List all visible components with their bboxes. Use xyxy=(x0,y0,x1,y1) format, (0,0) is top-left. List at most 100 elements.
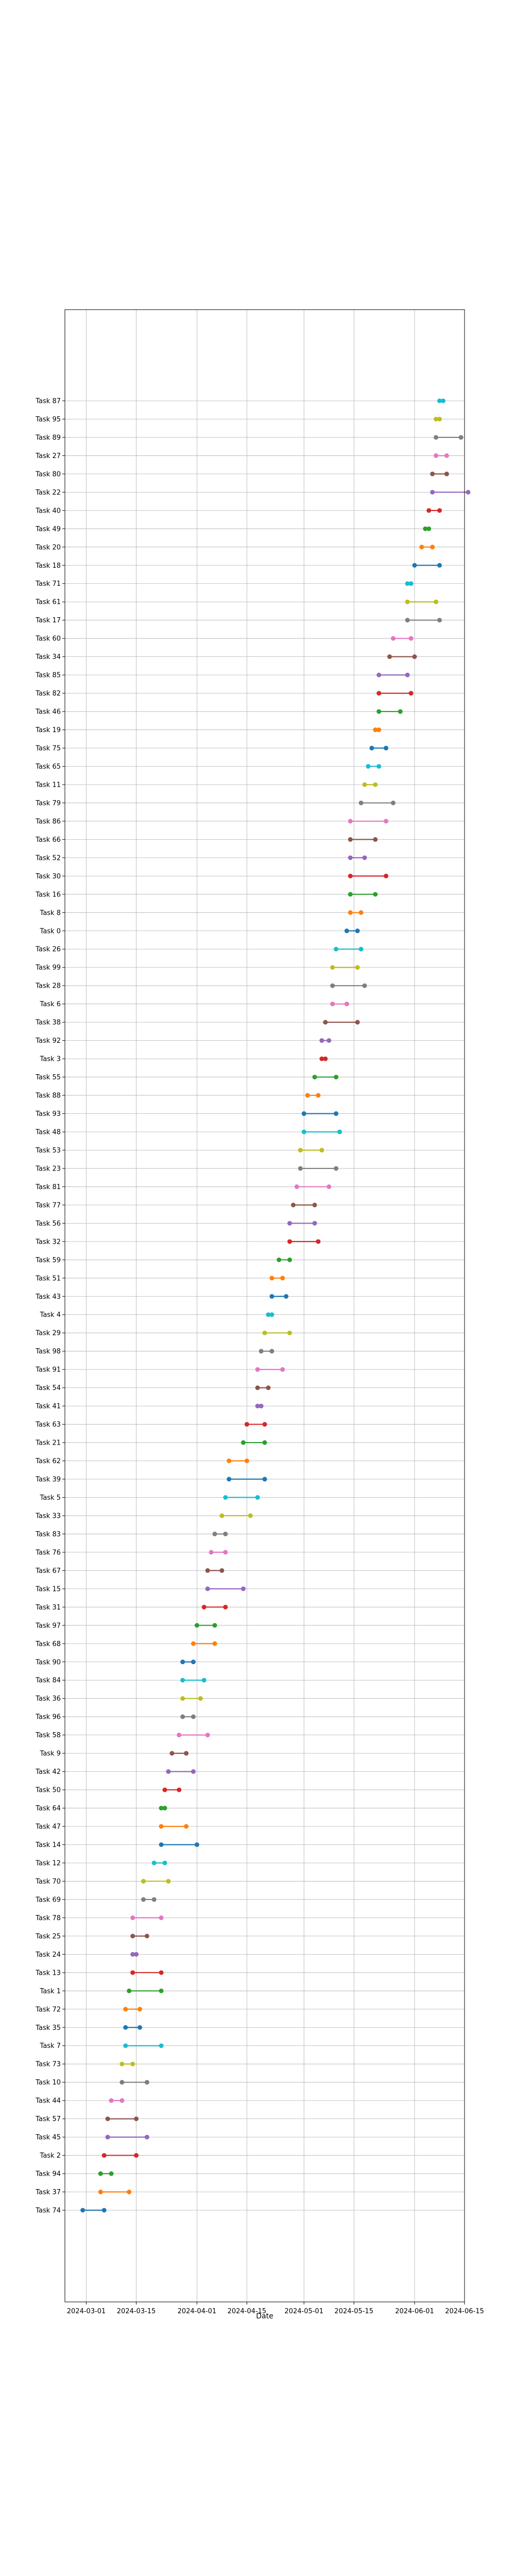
task-end-point xyxy=(259,1403,264,1409)
task-end-point xyxy=(440,398,445,403)
task-start-point xyxy=(348,892,353,897)
task-label: Task 46 xyxy=(35,708,61,716)
task-end-point xyxy=(269,1349,274,1354)
task-label: Task 18 xyxy=(35,562,61,570)
task-label: Task 13 xyxy=(35,1969,61,1977)
task-label: Task 78 xyxy=(35,1914,61,1922)
task-start-point xyxy=(348,873,353,878)
task-end-point xyxy=(223,1531,228,1536)
task-start-point xyxy=(330,983,335,988)
task-end-point xyxy=(162,1860,167,1866)
task-start-point xyxy=(109,2098,114,2103)
task-end-point xyxy=(373,892,378,897)
task-label: Task 83 xyxy=(35,1531,61,1538)
task-end-point xyxy=(134,2153,139,2158)
task-end-point xyxy=(248,1513,253,1518)
task-start-point xyxy=(259,1349,264,1354)
task-label: Task 90 xyxy=(35,1658,61,1666)
task-start-point xyxy=(123,2007,128,2012)
task-start-point xyxy=(105,2134,110,2140)
task-end-point xyxy=(159,1988,164,1993)
task-label: Task 55 xyxy=(35,1074,61,1081)
task-end-point xyxy=(205,1733,210,1738)
task-start-point xyxy=(223,1495,228,1500)
task-start-point xyxy=(348,819,353,824)
task-start-point xyxy=(159,1824,164,1829)
task-label: Task 65 xyxy=(35,763,61,771)
y-axis-ticks: Task 74 Task 37 Task 94 Task 2 Task 45 Task 5… xyxy=(35,398,65,2215)
task-end-point xyxy=(408,691,414,696)
task-end-point xyxy=(376,764,382,769)
task-end-point xyxy=(198,1696,203,1701)
task-start-point xyxy=(166,1769,171,1774)
task-start-point xyxy=(162,1787,167,1792)
task-end-point xyxy=(130,2061,135,2066)
task-start-point xyxy=(227,1459,232,1464)
task-start-point xyxy=(191,1641,196,1646)
task-start-point xyxy=(105,2116,110,2122)
task-start-point xyxy=(426,508,432,513)
task-label: Task 6 xyxy=(40,1001,61,1008)
task-label: Task 97 xyxy=(35,1622,61,1630)
task-start-point xyxy=(369,745,374,751)
task-start-point xyxy=(312,1075,317,1080)
task-end-point xyxy=(316,1239,321,1244)
task-start-point xyxy=(130,1970,135,1975)
task-label: Task 48 xyxy=(35,1128,61,1136)
task-start-point xyxy=(405,618,410,623)
task-label: Task 44 xyxy=(35,2097,61,2105)
task-end-point xyxy=(384,745,389,751)
x-axis-ticks: 2024-03-01 2024-03-15 2024-04-01 2024-04-15… xyxy=(67,2302,484,2315)
task-label: Task 72 xyxy=(35,2006,61,2013)
task-end-point xyxy=(212,1623,217,1628)
task-end-point xyxy=(134,2116,139,2122)
task-label: Task 47 xyxy=(35,1823,61,1831)
task-label: Task 56 xyxy=(35,1220,61,1228)
task-start-point xyxy=(130,1915,135,1920)
task-start-point xyxy=(434,416,439,421)
task-end-point xyxy=(191,1769,196,1774)
task-end-point xyxy=(144,1934,149,1939)
task-end-point xyxy=(362,983,367,988)
task-start-point xyxy=(201,1604,207,1609)
task-end-point xyxy=(159,1970,164,1975)
task-end-point xyxy=(412,654,417,659)
task-start-point xyxy=(98,2171,103,2176)
task-start-point xyxy=(141,1897,146,1902)
task-start-point xyxy=(255,1403,260,1409)
task-start-point xyxy=(376,672,382,677)
task-label: Task 38 xyxy=(35,1019,61,1027)
task-end-point xyxy=(373,782,378,787)
task-end-point xyxy=(255,1495,260,1500)
task-label: Task 4 xyxy=(40,1311,61,1319)
task-start-point xyxy=(358,800,364,805)
task-start-point xyxy=(227,1477,232,1482)
task-label: Task 49 xyxy=(35,526,61,533)
task-start-point xyxy=(194,1623,199,1628)
task-start-point xyxy=(405,581,410,586)
task-label: Task 36 xyxy=(35,1695,61,1703)
task-label: Task 50 xyxy=(35,1787,61,1794)
task-start-point xyxy=(330,1002,335,1007)
task-end-point xyxy=(144,2080,149,2085)
task-end-point xyxy=(398,709,403,714)
task-start-point xyxy=(373,727,378,733)
task-start-point xyxy=(287,1239,292,1244)
task-start-point xyxy=(255,1367,260,1372)
task-end-point xyxy=(262,1422,267,1427)
task-end-point xyxy=(355,928,360,934)
task-end-point xyxy=(337,1129,342,1134)
task-end-point xyxy=(159,1915,164,1920)
task-label: Task 68 xyxy=(35,1640,61,1648)
task-start-point xyxy=(305,1093,310,1098)
task-end-point xyxy=(323,1056,328,1061)
task-label: Task 96 xyxy=(35,1714,61,1721)
task-start-point xyxy=(430,489,435,495)
task-start-point xyxy=(101,2153,107,2158)
task-start-point xyxy=(123,2025,128,2030)
task-start-point xyxy=(212,1531,217,1536)
task-end-point xyxy=(191,1659,196,1665)
task-start-point xyxy=(205,1568,210,1573)
task-end-point xyxy=(355,965,360,970)
task-start-point xyxy=(344,928,349,934)
